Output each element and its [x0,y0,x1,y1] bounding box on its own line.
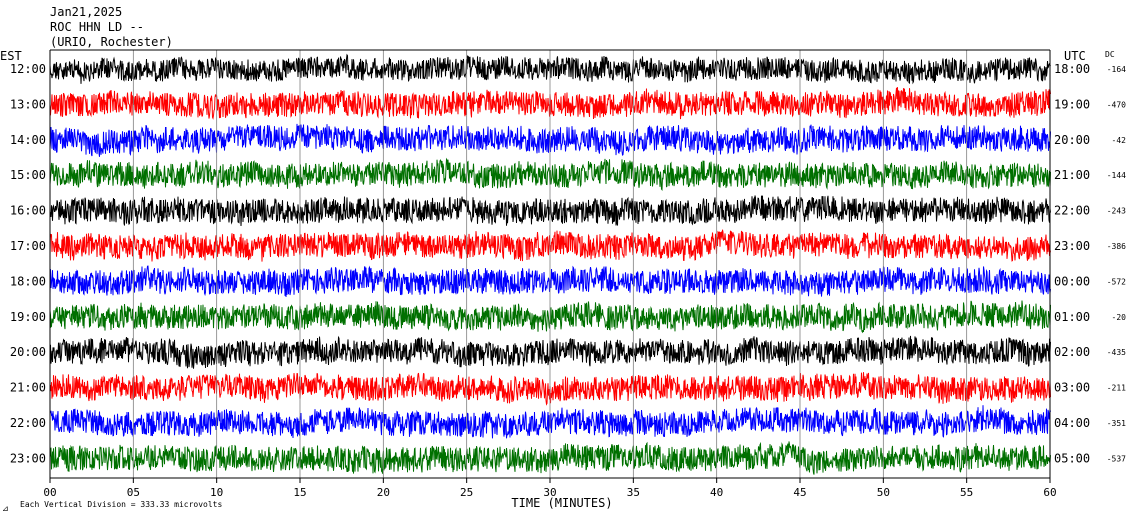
x-tick-label: 60 [1043,486,1056,499]
vertical-division-note: Each Vertical Division = 333.33 microvol… [20,500,222,509]
row-utc-label: 23:00 [1054,239,1090,253]
row-dc-offset: -537 [1107,454,1126,463]
row-dc-offset: -435 [1107,348,1126,357]
row-est-label: 17:00 [10,239,46,253]
est-axis-label: EST [0,49,22,63]
row-dc-offset: -386 [1107,242,1126,251]
row-labels: 12:00 18:00 -164 13:00 19:00 -470 14:00 20:00 -4… [10,62,1126,465]
row-dc-offset: -144 [1107,171,1126,180]
row-utc-label: 22:00 [1054,204,1090,218]
x-tick-label: 00 [43,486,56,499]
dc-column-label: DC [1105,50,1115,59]
row-est-label: 14:00 [10,133,46,147]
row-est-label: 16:00 [10,204,46,218]
row-dc-offset: -351 [1107,419,1126,428]
x-tick-label: 15 [293,486,306,499]
scale-icon: ⊿ [2,504,9,513]
row-est-label: 13:00 [10,97,46,111]
x-axis-ticks: 00 05 10 15 20 25 30 35 40 45 50 55 60 [43,478,1057,499]
row-est-label: 18:00 [10,274,46,288]
x-axis-title: TIME (MINUTES) [511,496,612,510]
row-dc-offset: -470 [1107,100,1126,109]
utc-axis-label: UTC [1064,49,1086,63]
header-date: Jan21,2025 [50,5,122,19]
x-tick-label: 05 [127,486,140,499]
header-station: ROC HHN LD -- [50,20,144,34]
row-est-label: 15:00 [10,168,46,182]
row-est-label: 19:00 [10,310,46,324]
x-tick-label: 50 [877,486,890,499]
row-utc-label: 02:00 [1054,345,1090,359]
row-dc-offset: -243 [1107,207,1126,216]
row-utc-label: 04:00 [1054,416,1090,430]
x-tick-label: 35 [627,486,640,499]
row-utc-label: 01:00 [1054,310,1090,324]
x-tick-label: 20 [377,486,390,499]
row-est-label: 21:00 [10,381,46,395]
x-tick-label: 55 [960,486,973,499]
row-est-label: 12:00 [10,62,46,76]
row-utc-label: 03:00 [1054,381,1090,395]
row-est-label: 22:00 [10,416,46,430]
row-utc-label: 20:00 [1054,133,1090,147]
row-utc-label: 00:00 [1054,274,1090,288]
x-tick-label: 10 [210,486,223,499]
x-tick-label: 30 [543,486,556,499]
row-dc-offset: -164 [1107,65,1126,74]
row-dc-offset: -20 [1112,313,1127,322]
x-tick-label: 40 [710,486,723,499]
header-location: (URIO, Rochester) [50,35,173,49]
row-dc-offset: -211 [1107,384,1126,393]
row-utc-label: 05:00 [1054,451,1090,465]
row-utc-label: 19:00 [1054,97,1090,111]
row-utc-label: 18:00 [1054,62,1090,76]
x-tick-label: 45 [793,486,806,499]
row-utc-label: 21:00 [1054,168,1090,182]
x-tick-label: 25 [460,486,473,499]
row-dc-offset: -42 [1112,136,1127,145]
row-dc-offset: -572 [1107,277,1126,286]
row-est-label: 20:00 [10,345,46,359]
row-est-label: 23:00 [10,451,46,465]
